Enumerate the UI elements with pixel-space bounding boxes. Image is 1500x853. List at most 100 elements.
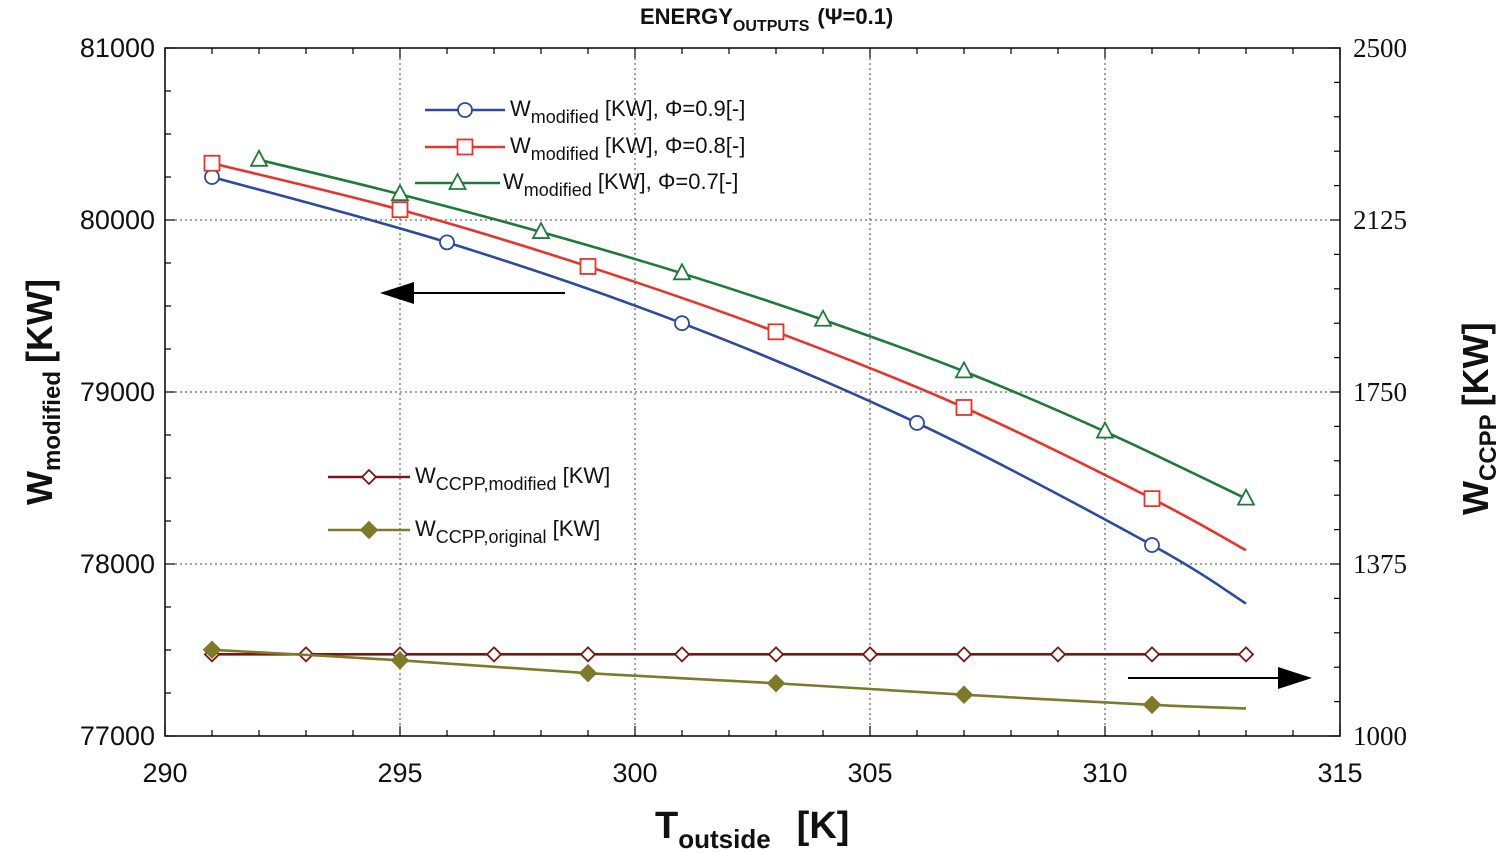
legend-label-2: Wmodified [KW], Φ=0.7[-] (503, 169, 738, 200)
y-left-tick-label-0: 77000 (80, 721, 155, 751)
series-0-point-0 (204, 169, 220, 185)
y-left-tick-label-3: 80000 (80, 205, 155, 235)
x-tick-label-0: 290 (142, 758, 187, 788)
legend-marker-3 (360, 468, 378, 486)
series-line-0 (211, 175, 1247, 605)
x-tick-label-1: 295 (377, 758, 422, 788)
legend-item-0: Wmodified [KW], Φ=0.9[-] (425, 96, 745, 127)
series-2-point-0 (249, 148, 269, 167)
series-3-point-5 (673, 646, 691, 663)
series-1-point-1 (391, 201, 409, 219)
series-2-point-7 (1236, 487, 1256, 506)
legend-label-sub-3: CCPP,modified (436, 474, 557, 494)
legend-label-main-2: W (503, 169, 524, 194)
series-4-point-0 (202, 640, 222, 660)
y-left-tick-labels: 77000 78000 79000 80000 81000 (80, 33, 155, 751)
series-4 (202, 640, 1247, 715)
series-1-point-4 (955, 399, 973, 416)
right-axis-arrow (1128, 667, 1312, 689)
legend-label-rest-0: [KW], Φ=0.9[-] (599, 96, 746, 121)
series-4-point-1 (390, 651, 410, 670)
y-right-label-sub: CCPP (1475, 414, 1500, 481)
legend-label-main-1: W (510, 133, 531, 158)
x-tick-label-3: 305 (847, 758, 892, 788)
series-3-point-6 (767, 646, 785, 663)
series-0-point-2 (674, 315, 690, 332)
series-2-point-2 (531, 221, 551, 239)
series-3-point-4 (579, 646, 597, 663)
x-axis-label: Toutside [K] (655, 805, 849, 853)
x-tick-labels: 290 295 300 305 310 315 (142, 758, 1362, 788)
series-2 (249, 148, 1256, 506)
series-line-2 (258, 158, 1247, 500)
x-label-sub: outside (678, 824, 770, 853)
y-right-tick-labels: 1000 1375 1750 2125 2500 (1353, 33, 1407, 751)
series-3-point-9 (1049, 646, 1067, 663)
legend-label-main-4: W (415, 516, 436, 541)
series-0-point-3 (909, 415, 925, 431)
left-axis-arrow (380, 282, 565, 304)
legend-item-2: Wmodified [KW], Φ=0.7[-] (415, 169, 738, 200)
legend-label-0: Wmodified [KW], Φ=0.9[-] (510, 96, 745, 127)
series-layer (202, 148, 1256, 715)
legend-label-rest-1: [KW], Φ=0.8[-] (599, 133, 746, 158)
legend-label-sub-0: modified (531, 107, 599, 127)
y-right-tick-label-4: 2500 (1353, 33, 1407, 63)
legend-label-rest-2: [KW], Φ=0.7[-] (592, 169, 739, 194)
series-line-1 (211, 161, 1247, 552)
series-4-point-3 (766, 673, 786, 693)
grid (165, 48, 1340, 736)
series-4-point-2 (578, 663, 598, 683)
series-1-point-2 (579, 258, 597, 275)
legend-marker-4 (359, 520, 379, 540)
legend-marker-1 (456, 138, 474, 156)
series-3 (203, 646, 1255, 663)
y-left-label-unit: [KW] (19, 279, 60, 363)
series-3-point-11 (1237, 646, 1255, 663)
series-4-point-4 (954, 685, 974, 704)
x-tick-label-4: 310 (1082, 758, 1127, 788)
series-1-point-5 (1143, 490, 1161, 508)
x-tick-label-2: 300 (612, 758, 657, 788)
legend-label-3: WCCPP,modified [KW] (415, 463, 610, 494)
series-3-point-3 (485, 646, 503, 663)
legend-label-1: Wmodified [KW], Φ=0.8[-] (510, 133, 745, 164)
series-2-point-4 (813, 308, 833, 327)
title-sub: OUTPUTS (733, 18, 810, 35)
legend: Wmodified [KW], Φ=0.9[-]Wmodified [KW], … (328, 96, 745, 547)
series-2-point-6 (1095, 420, 1115, 439)
legend-item-3: WCCPP,modified [KW] (328, 463, 610, 494)
legend-label-main-3: W (415, 463, 436, 488)
series-3-point-7 (861, 646, 879, 663)
y-left-tick-label-1: 78000 (80, 549, 155, 579)
y-right-axis-label: WCCPP [KW] (1455, 322, 1500, 515)
y-left-axis-label: Wmodified [KW] (19, 279, 66, 505)
y-right-label-unit: [KW] (1455, 322, 1496, 406)
legend-label-sub-1: modified (531, 144, 599, 164)
legend-marker-2 (448, 172, 467, 190)
title-param: (Ψ=0.1) (817, 4, 893, 29)
series-3-point-10 (1143, 646, 1161, 663)
x-label-main: T (655, 805, 678, 847)
series-1 (203, 154, 1247, 552)
series-0-point-4 (1144, 537, 1160, 553)
y-right-tick-label-3: 2125 (1353, 205, 1407, 235)
legend-label-sub-2: modified (524, 180, 592, 200)
x-tick-label-5: 315 (1317, 758, 1362, 788)
y-left-label-main: W (19, 471, 60, 505)
legend-label-main-0: W (510, 96, 531, 121)
series-4-point-5 (1142, 695, 1162, 715)
y-left-tick-label-2: 79000 (80, 377, 155, 407)
x-label-unit: [K] (797, 805, 850, 847)
y-right-tick-label-1: 1375 (1353, 549, 1407, 579)
chart-title: ENERGYOUTPUTS (Ψ=0.1) (640, 4, 893, 35)
legend-label-sub-4: CCPP,original (436, 527, 547, 547)
y-right-tick-label-0: 1000 (1353, 721, 1407, 751)
title-main: ENERGY (640, 4, 733, 29)
series-line-4 (211, 648, 1247, 710)
y-left-tick-label-4: 81000 (80, 33, 155, 63)
legend-label-rest-3: [KW] (557, 463, 611, 488)
series-1-point-3 (767, 323, 785, 341)
series-3-point-8 (955, 646, 973, 663)
